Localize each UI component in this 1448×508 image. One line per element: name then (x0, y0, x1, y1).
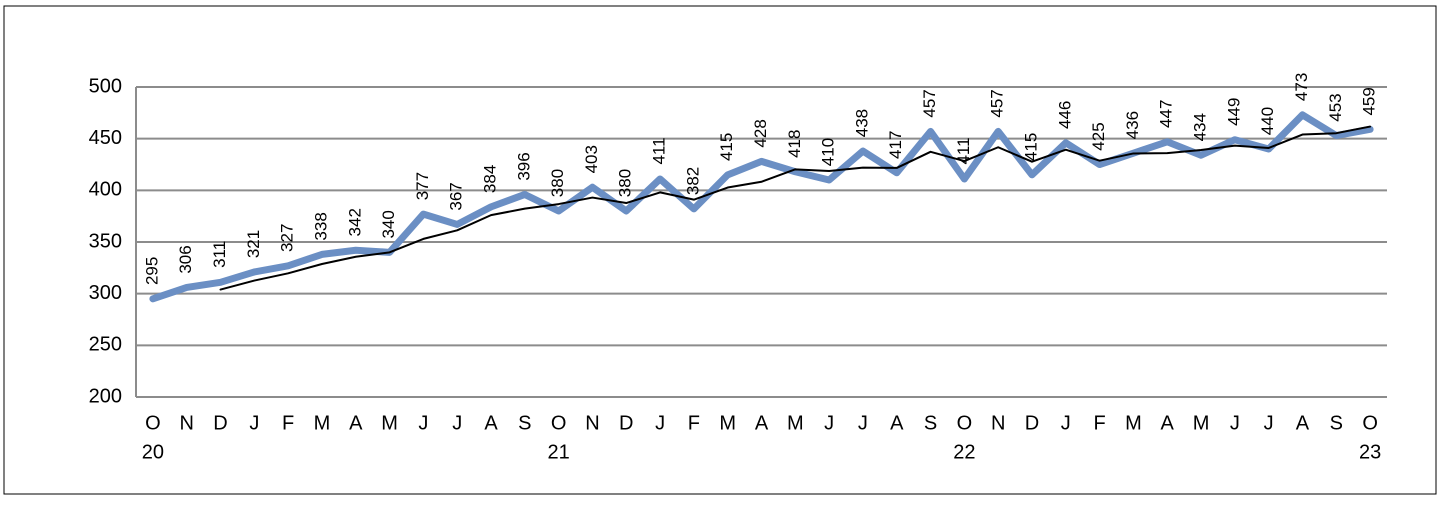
data-label: 440 (1258, 107, 1277, 135)
data-label: 306 (176, 245, 195, 273)
x-tick-label: M (381, 412, 398, 434)
data-label: 411 (954, 137, 973, 164)
x-tick-label: J (452, 412, 462, 434)
data-label: 453 (1326, 93, 1345, 121)
y-tick-label: 500 (89, 75, 122, 97)
data-label: 459 (1360, 87, 1379, 115)
data-label: 428 (751, 119, 770, 147)
data-label: 342 (345, 208, 364, 236)
x-tick-label: F (688, 412, 700, 434)
year-label: 21 (548, 441, 570, 463)
x-tick-label: J (1061, 412, 1071, 434)
x-tick-label: D (619, 412, 633, 434)
y-tick-label: 350 (89, 230, 122, 252)
year-label: 23 (1359, 441, 1381, 463)
data-label: 340 (379, 210, 398, 238)
x-tick-label: M (1193, 412, 1210, 434)
x-tick-label: D (1025, 412, 1039, 434)
x-tick-label: N (179, 412, 193, 434)
data-label: 425 (1089, 122, 1108, 150)
data-label: 377 (413, 172, 432, 200)
y-tick-label: 300 (89, 282, 122, 304)
data-label: 321 (244, 230, 263, 258)
data-label: 438 (852, 109, 871, 137)
data-label: 449 (1224, 98, 1243, 126)
x-tick-label: J (1264, 412, 1274, 434)
data-label: 473 (1292, 73, 1311, 101)
x-tick-label: N (585, 412, 599, 434)
data-label: 436 (1123, 111, 1142, 139)
data-label: 417 (886, 131, 905, 159)
data-label: 380 (548, 169, 567, 197)
x-tick-label: S (924, 412, 937, 434)
x-tick-label: J (655, 412, 665, 434)
x-tick-label: J (824, 412, 834, 434)
x-tick-label: J (418, 412, 428, 434)
series-line (149, 111, 1374, 303)
data-label: 410 (819, 138, 838, 166)
x-tick-label: O (145, 412, 161, 434)
data-label: 415 (1021, 133, 1040, 161)
x-tick-label: M (314, 412, 331, 434)
x-tick-label: M (719, 412, 736, 434)
data-label: 447 (1157, 100, 1176, 128)
data-label: 457 (920, 89, 939, 117)
x-tick-label: A (349, 412, 363, 434)
data-label: 403 (582, 145, 601, 173)
year-label: 20 (142, 441, 164, 463)
data-label: 384 (480, 165, 499, 193)
x-tick-label: A (890, 412, 904, 434)
data-label: 311 (210, 241, 229, 268)
x-tick-label: A (755, 412, 769, 434)
x-tick-label: N (991, 412, 1005, 434)
data-label: 338 (311, 212, 330, 240)
data-label: 396 (514, 152, 533, 180)
frame (3, 5, 1437, 495)
data-label: 418 (785, 130, 804, 158)
series-line (219, 125, 1372, 291)
y-tick-label: 400 (89, 179, 122, 201)
y-tick-label: 250 (89, 334, 122, 356)
data-label: 295 (142, 257, 161, 285)
y-tick-label: 200 (89, 385, 122, 407)
x-tick-label: S (518, 412, 531, 434)
data-label: 457 (988, 89, 1007, 117)
data-label: 411 (650, 137, 669, 164)
data-label: 327 (278, 224, 297, 252)
x-tick-label: A (484, 412, 498, 434)
x-tick-label: F (282, 412, 294, 434)
x-tick-label: J (249, 412, 259, 434)
data-label: 380 (616, 169, 635, 197)
data-label: 382 (683, 167, 702, 195)
data-label: 415 (717, 133, 736, 161)
data-label: 446 (1055, 101, 1074, 129)
x-tick-label: J (858, 412, 868, 434)
x-tick-label: S (1330, 412, 1343, 434)
x-tick-label: M (1125, 412, 1142, 434)
x-tick-label: J (1230, 412, 1240, 434)
data-label: 434 (1191, 113, 1210, 141)
x-tick-label: O (551, 412, 567, 434)
x-tick-label: D (213, 412, 227, 434)
year-label: 22 (953, 441, 975, 463)
data-label: 367 (447, 182, 466, 210)
x-tick-label: F (1093, 412, 1105, 434)
x-tick-label: A (1161, 412, 1175, 434)
x-tick-label: O (957, 412, 973, 434)
x-tick-label: M (787, 412, 804, 434)
x-tick-label: A (1296, 412, 1310, 434)
y-tick-label: 450 (89, 127, 122, 149)
x-tick-label: O (1362, 412, 1378, 434)
